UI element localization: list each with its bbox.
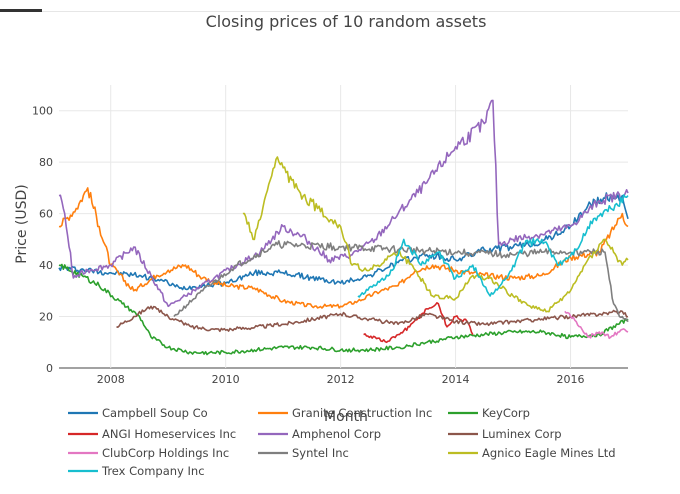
series-line bbox=[242, 156, 629, 313]
y-tick-label: 0 bbox=[46, 362, 53, 375]
y-tick-label: 60 bbox=[39, 208, 53, 221]
series-line bbox=[58, 187, 629, 309]
legend-item[interactable]: Campbell Soup Co bbox=[68, 406, 208, 420]
y-tick-label: 40 bbox=[39, 259, 53, 272]
chart-title: Closing prices of 10 random assets bbox=[206, 12, 487, 31]
series-lines bbox=[58, 99, 629, 356]
legend-label: Syntel Inc bbox=[292, 446, 349, 460]
x-tick-label: 2016 bbox=[557, 373, 585, 386]
legend-item[interactable]: Agnico Eagle Mines Ltd bbox=[448, 446, 616, 460]
x-axis-label: Month bbox=[324, 409, 368, 425]
x-tick-label: 2014 bbox=[442, 373, 470, 386]
x-tick-label: 2008 bbox=[97, 373, 125, 386]
series-line bbox=[357, 194, 629, 298]
y-axis-ticks: 0 20 40 60 80 100 bbox=[32, 105, 53, 375]
x-axis-ticks: 2008 2010 2012 2014 2016 bbox=[97, 373, 585, 386]
series-line bbox=[58, 263, 629, 356]
legend-label: Agnico Eagle Mines Ltd bbox=[482, 446, 616, 460]
legend-label: Luminex Corp bbox=[482, 427, 562, 441]
legend-label: Granite Construction Inc bbox=[292, 406, 432, 420]
legend: Campbell Soup Co Granite Construction Inc… bbox=[68, 406, 616, 478]
legend-item[interactable]: ClubCorp Holdings Inc bbox=[68, 446, 229, 460]
y-tick-label: 100 bbox=[32, 105, 53, 118]
tab-divider bbox=[42, 11, 680, 12]
x-tick-label: 2010 bbox=[212, 373, 240, 386]
series-line bbox=[564, 310, 629, 340]
y-axis-label: Price (USD) bbox=[14, 184, 30, 263]
legend-label: ANGI Homeservices Inc bbox=[102, 427, 236, 441]
legend-item[interactable]: Luminex Corp bbox=[448, 427, 562, 441]
legend-label: Campbell Soup Co bbox=[102, 406, 208, 420]
legend-item[interactable]: Trex Company Inc bbox=[68, 464, 205, 478]
legend-label: Trex Company Inc bbox=[101, 464, 205, 478]
legend-item[interactable]: KeyCorp bbox=[448, 406, 530, 420]
legend-item[interactable]: Syntel Inc bbox=[258, 446, 349, 460]
legend-label: ClubCorp Holdings Inc bbox=[102, 446, 229, 460]
x-tick-label: 2012 bbox=[327, 373, 355, 386]
series-line bbox=[116, 305, 629, 333]
legend-item[interactable]: Amphenol Corp bbox=[258, 427, 381, 441]
legend-item[interactable]: ANGI Homeservices Inc bbox=[68, 427, 236, 441]
top-tab-bar bbox=[0, 0, 680, 14]
legend-label: KeyCorp bbox=[482, 406, 530, 420]
active-tab-indicator bbox=[0, 9, 42, 12]
y-tick-label: 20 bbox=[39, 311, 53, 324]
legend-item[interactable]: Granite Construction Inc bbox=[258, 406, 432, 420]
y-tick-label: 80 bbox=[39, 156, 53, 169]
legend-label: Amphenol Corp bbox=[292, 427, 381, 441]
